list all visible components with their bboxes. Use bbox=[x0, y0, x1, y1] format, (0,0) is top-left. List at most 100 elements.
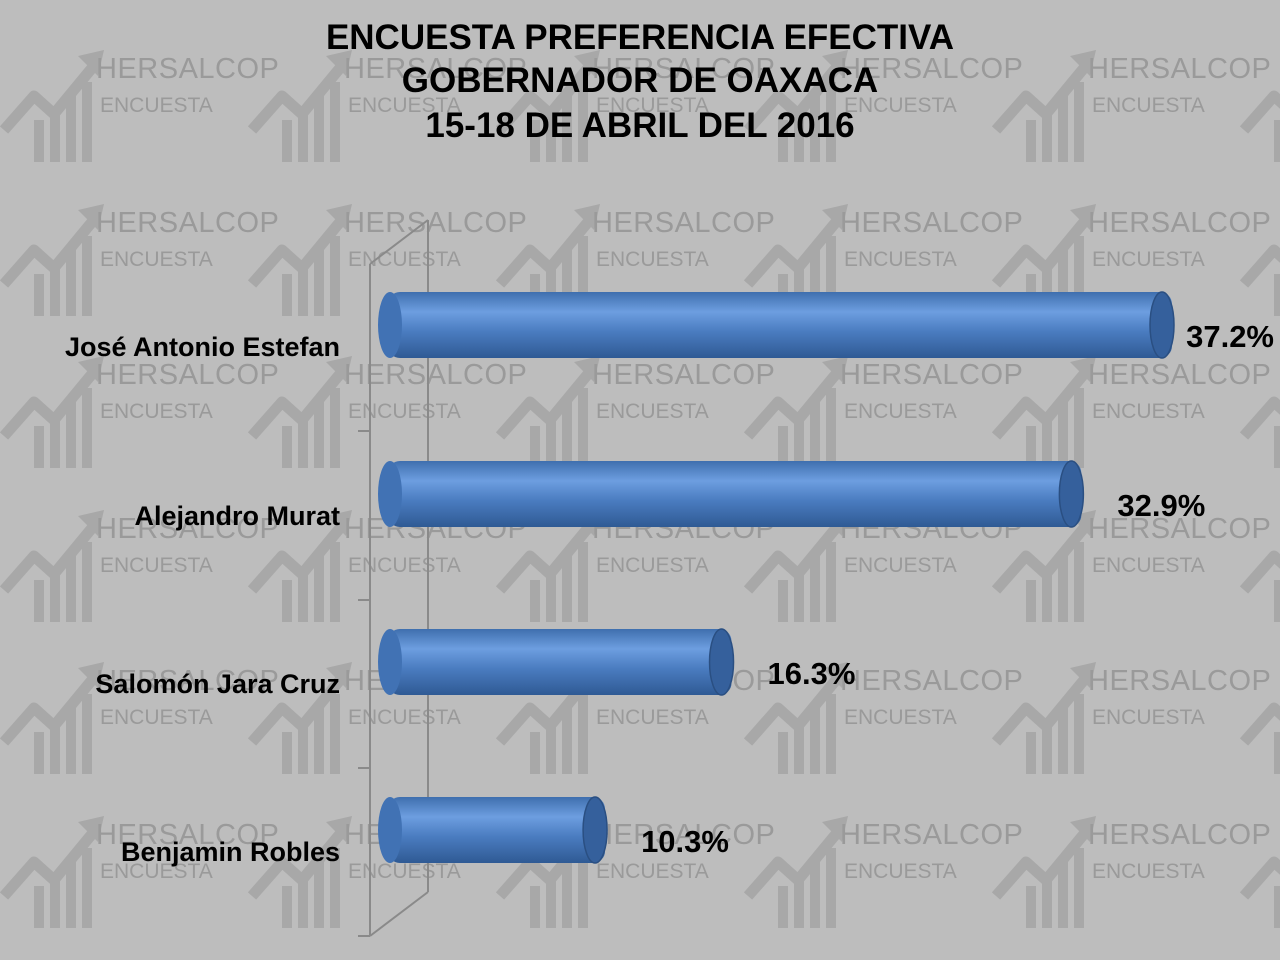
value-labels: 37.2% 32.9% 16.3% 10.3% bbox=[641, 319, 1274, 859]
trend-chart-icon bbox=[4, 204, 104, 316]
watermark-subtitle: ENCUESTA bbox=[1092, 94, 1205, 117]
trend-chart-icon bbox=[4, 510, 104, 622]
watermark-brand: HERSALCOP bbox=[592, 53, 775, 85]
watermark-subtitle: ENCUESTA bbox=[844, 400, 957, 423]
watermark-subtitle: ENCUESTA bbox=[844, 706, 957, 729]
title-line: GOBERNADOR DE OAXACA bbox=[402, 61, 878, 100]
watermark-subtitle: ENCUESTA bbox=[100, 248, 213, 271]
data-label: 16.3% bbox=[768, 656, 856, 691]
watermark-logo: HERSALCOP ENCUESTA bbox=[252, 204, 527, 316]
watermark-subtitle: ENCUESTA bbox=[100, 400, 213, 423]
category-label: Alejandro Murat bbox=[134, 501, 340, 531]
watermark-logo: HERSALCOP ENCUESTA bbox=[4, 662, 279, 774]
watermark-brand: HERSALCOP bbox=[1088, 513, 1271, 545]
watermark-logo: HERSALCOP ENCUESTA bbox=[4, 510, 279, 622]
watermark-brand: HERSALCOP bbox=[344, 207, 527, 239]
watermark-brand: HERSALCOP bbox=[592, 819, 775, 851]
watermark-brand: HERSALCOP bbox=[1088, 665, 1271, 697]
watermark-subtitle: ENCUESTA bbox=[1092, 706, 1205, 729]
watermark-brand: HERSALCOP bbox=[344, 359, 527, 391]
watermark-subtitle: ENCUESTA bbox=[844, 248, 957, 271]
watermark-subtitle: ENCUESTA bbox=[348, 400, 461, 423]
watermark-brand: HERSALCOP bbox=[1088, 359, 1271, 391]
watermark-subtitle: ENCUESTA bbox=[844, 860, 957, 883]
watermark-logo: HERSALCOP ENCUESTA bbox=[748, 662, 1023, 774]
trend-chart-icon bbox=[4, 50, 104, 162]
watermark-subtitle: ENCUESTA bbox=[1092, 860, 1205, 883]
watermark-subtitle: ENCUESTA bbox=[596, 400, 709, 423]
title-line: ENCUESTA PREFERENCIA EFECTIVA bbox=[326, 18, 954, 57]
watermark-logo: HERSALCOP ENCUESTA bbox=[748, 356, 1023, 468]
watermark-subtitle: ENCUESTA bbox=[596, 706, 709, 729]
watermark-brand: HERSALCOP bbox=[1088, 819, 1271, 851]
watermark-subtitle: ENCUESTA bbox=[596, 554, 709, 577]
watermark-logo: HERSALCOP ENCUESTA bbox=[252, 50, 527, 162]
watermark-logo: HERSALCOP ENCUESTA bbox=[4, 816, 279, 928]
watermark-brand: HERSALCOP bbox=[592, 359, 775, 391]
watermark-subtitle: ENCUESTA bbox=[596, 248, 709, 271]
watermark-brand: HERSALCOP bbox=[96, 819, 279, 851]
watermark-logo: HERSALCOP ENCUESTA bbox=[996, 204, 1271, 316]
watermark-brand: HERSALCOP bbox=[1088, 207, 1271, 239]
data-label: 37.2% bbox=[1186, 319, 1274, 354]
trend-chart-icon bbox=[4, 662, 104, 774]
watermark-brand: HERSALCOP bbox=[840, 665, 1023, 697]
watermark-subtitle: ENCUESTA bbox=[844, 94, 957, 117]
watermark-subtitle: ENCUESTA bbox=[348, 554, 461, 577]
watermark-subtitle: ENCUESTA bbox=[596, 860, 709, 883]
watermark-brand: HERSALCOP bbox=[96, 207, 279, 239]
watermark-logo: HERSALCOP ENCUESTA bbox=[500, 204, 775, 316]
watermark-logo: HERSALCOP ENCUESTA bbox=[500, 50, 775, 162]
watermark-subtitle: ENCUESTA bbox=[348, 94, 461, 117]
watermark-logo: HERSALCOP ENCUESTA bbox=[4, 204, 279, 316]
watermark-brand: HERSALCOP bbox=[96, 513, 279, 545]
bar-series bbox=[378, 291, 1175, 864]
watermark-subtitle: ENCUESTA bbox=[100, 94, 213, 117]
watermark-subtitle: ENCUESTA bbox=[100, 706, 213, 729]
bar bbox=[378, 291, 1175, 359]
watermark-brand: HERSALCOP bbox=[96, 359, 279, 391]
watermark-subtitle: ENCUESTA bbox=[596, 94, 709, 117]
title-line: 15-18 DE ABRIL DEL 2016 bbox=[425, 106, 854, 145]
watermark-logo: HERSALCOP ENCUESTA bbox=[4, 50, 279, 162]
watermark-logo: HERSALCOP ENCUESTA bbox=[996, 816, 1271, 928]
watermark-logo: HERSALCOP ENCUESTA bbox=[748, 204, 1023, 316]
data-label: 10.3% bbox=[641, 824, 729, 859]
watermark-logo: HERSALCOP ENCUESTA bbox=[4, 356, 279, 468]
category-label: José Antonio Estefan bbox=[65, 332, 340, 362]
watermark-subtitle: ENCUESTA bbox=[1092, 248, 1205, 271]
watermark-logo: HERSALCOP ENCUESTA bbox=[500, 356, 775, 468]
watermark-brand: HERSALCOP bbox=[344, 53, 527, 85]
watermark-brand: HERSALCOP bbox=[1088, 53, 1271, 85]
watermark-subtitle: ENCUESTA bbox=[100, 554, 213, 577]
watermark-brand: HERSALCOP bbox=[96, 53, 279, 85]
watermark-brand: HERSALCOP bbox=[840, 207, 1023, 239]
trend-chart-icon bbox=[4, 816, 104, 928]
watermark-brand: HERSALCOP bbox=[840, 53, 1023, 85]
chart-title: ENCUESTA PREFERENCIA EFECTIVA GOBERNADOR… bbox=[326, 18, 954, 145]
watermark-brand: HERSALCOP bbox=[96, 665, 279, 697]
watermark-logo: HERSALCOP ENCUESTA bbox=[748, 50, 1023, 162]
watermark-subtitle: ENCUESTA bbox=[348, 706, 461, 729]
category-label: Salomón Jara Cruz bbox=[95, 669, 340, 699]
watermark-subtitle: ENCUESTA bbox=[348, 860, 461, 883]
trend-chart-icon bbox=[4, 356, 104, 468]
bar bbox=[378, 460, 1085, 528]
watermark-logo: HERSALCOP ENCUESTA bbox=[996, 50, 1271, 162]
category-labels: José Antonio Estefan Alejandro Murat Salom… bbox=[65, 332, 340, 867]
watermark-brand: HERSALCOP bbox=[592, 207, 775, 239]
watermark-subtitle: ENCUESTA bbox=[348, 248, 461, 271]
watermark-subtitle: ENCUESTA bbox=[844, 554, 957, 577]
watermark-logo: HERSALCOP ENCUESTA bbox=[500, 816, 775, 928]
bar bbox=[378, 628, 735, 696]
watermark-subtitle: ENCUESTA bbox=[100, 860, 213, 883]
category-label: Benjamin Robles bbox=[121, 837, 340, 867]
watermark-logo: HERSALCOP ENCUESTA bbox=[748, 816, 1023, 928]
watermark-brand: HERSALCOP bbox=[840, 819, 1023, 851]
watermark-brand: HERSALCOP bbox=[840, 359, 1023, 391]
data-label: 32.9% bbox=[1117, 488, 1205, 523]
